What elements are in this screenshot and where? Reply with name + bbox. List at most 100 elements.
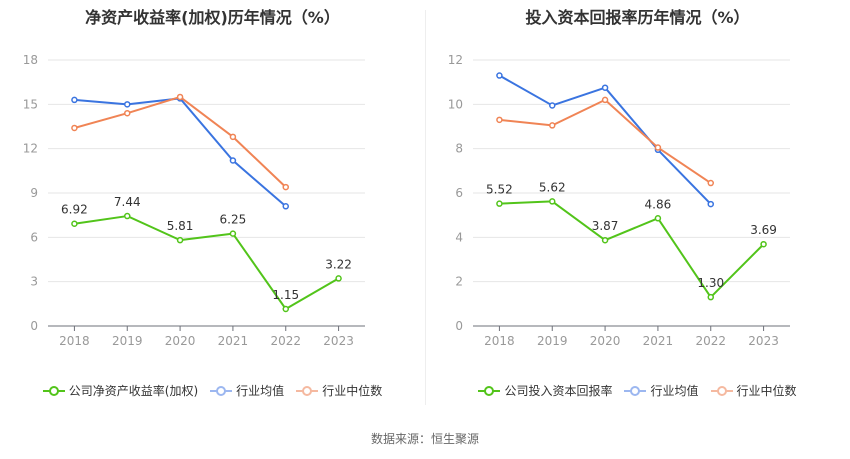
chart-title: 净资产收益率(加权)历年情况（%） [85, 8, 340, 27]
x-tick-label: 2019 [112, 334, 143, 348]
data-label: 3.69 [750, 223, 777, 237]
chart-title: 投入资本回报率历年情况（%） [525, 8, 750, 27]
x-tick-label: 2019 [537, 334, 568, 348]
y-tick-label: 12 [448, 53, 463, 67]
y-tick-label: 15 [23, 97, 38, 111]
data-point [654, 144, 662, 151]
data-point [229, 157, 237, 164]
x-tick-label: 2022 [695, 334, 726, 348]
y-tick-label: 2 [455, 275, 463, 289]
y-tick-label: 18 [23, 53, 38, 67]
legend-item-company[interactable]: 公司净资产收益率(加权) [42, 382, 199, 399]
data-point [176, 236, 184, 244]
data-label: 6.25 [220, 213, 247, 227]
data-label: 5.81 [167, 219, 194, 233]
legend-item-industry-avg[interactable]: 行业均值 [624, 382, 699, 399]
x-tick-label: 2020 [590, 334, 621, 348]
data-point [496, 116, 503, 124]
data-point [707, 179, 714, 187]
y-tick-label: 6 [455, 186, 463, 200]
data-point [601, 96, 609, 104]
data-point [229, 230, 237, 237]
series-line [499, 200, 765, 299]
y-tick-label: 10 [448, 97, 463, 111]
y-tick-label: 0 [455, 319, 463, 333]
data-label: 7.44 [114, 195, 141, 209]
x-tick-label: 2021 [218, 334, 249, 348]
roe-chart-panel: 净资产收益率(加权)历年情况（%） 0 3 6 9 12 15 18 2018 2019 2020… [0, 0, 425, 410]
data-point [601, 236, 609, 244]
series-line [74, 95, 287, 188]
data-label: 3.22 [325, 257, 352, 271]
x-tick-label: 2022 [270, 334, 301, 348]
data-point [496, 72, 503, 79]
roic-chart-panel: 投入资本回报率历年情况（%） 0 2 4 6 8 10 12 2018 2019 2020 2021… [425, 0, 850, 410]
legend-label: 公司净资产收益率(加权) [68, 384, 199, 398]
data-point [229, 133, 237, 141]
x-tick-label: 2023 [323, 334, 354, 348]
roe-line-chart: 0 3 6 9 12 15 18 2018 2019 2020 2021 2022 2023 6.92 7.… [23, 53, 365, 348]
y-tick-label: 8 [455, 142, 463, 156]
x-tick-label: 2018 [59, 334, 90, 348]
y-tick-label: 3 [30, 275, 38, 289]
data-point [549, 122, 556, 129]
x-tick-label: 2023 [748, 334, 779, 348]
data-point [654, 215, 662, 222]
legend-line-icon [296, 385, 319, 397]
legend-item-industry-median[interactable]: 行业中位数 [296, 382, 382, 399]
legend-line-icon [710, 385, 733, 397]
data-point [707, 200, 714, 208]
data-point [176, 93, 184, 101]
data-label: 3.87 [592, 219, 619, 233]
data-point [549, 102, 556, 109]
data-point [549, 198, 556, 205]
x-tick-label: 2020 [165, 334, 196, 348]
x-tick-label: 2018 [484, 334, 515, 348]
data-point [71, 124, 78, 132]
legend: 公司净资产收益率(加权) 行业均值 行业中位数 [0, 382, 425, 399]
data-point [124, 101, 131, 108]
data-point [282, 305, 289, 313]
legend-label: 行业均值 [650, 384, 699, 398]
data-label: 1.15 [272, 288, 299, 302]
data-point [71, 96, 78, 104]
legend-item-industry-median[interactable]: 行业中位数 [710, 382, 797, 399]
data-point [124, 212, 131, 220]
data-label: 5.52 [486, 183, 513, 197]
data-point [601, 84, 609, 91]
legend-item-industry-avg[interactable]: 行业均值 [210, 382, 284, 399]
y-tick-label: 0 [30, 319, 38, 333]
data-label: 1.30 [697, 276, 724, 290]
legend: 公司投入资本回报率 行业均值 行业中位数 [425, 382, 850, 399]
y-tick-label: 4 [455, 230, 463, 244]
x-tick-label: 2021 [643, 334, 674, 348]
roic-line-chart: 0 2 4 6 8 10 12 2018 2019 2020 2021 2022 2023 5.52 5.6… [448, 53, 790, 348]
legend-line-icon [42, 385, 65, 397]
data-label: 4.86 [645, 197, 672, 211]
y-tick-label: 9 [30, 186, 38, 200]
series-line [74, 97, 287, 208]
legend-label: 行业中位数 [322, 384, 383, 398]
legend-label: 行业均值 [236, 384, 285, 398]
data-point [496, 200, 503, 207]
data-label: 6.92 [61, 203, 88, 217]
data-source-note: 数据来源：恒生聚源 [370, 432, 479, 446]
legend-line-icon [624, 385, 647, 397]
data-point [335, 275, 342, 282]
legend-item-company[interactable]: 公司投入资本回报率 [478, 382, 612, 399]
y-tick-label: 12 [23, 142, 38, 156]
panel-divider [425, 10, 426, 405]
series-line [498, 74, 712, 205]
data-point [71, 220, 78, 227]
legend-line-icon [210, 385, 233, 397]
data-point [282, 183, 289, 191]
legend-label: 行业中位数 [736, 384, 797, 398]
data-point [760, 240, 767, 248]
data-label: 5.62 [539, 180, 566, 194]
series-line [74, 215, 340, 311]
data-point [707, 293, 714, 301]
data-point [282, 203, 289, 210]
legend-line-icon [478, 385, 501, 397]
y-tick-label: 6 [30, 230, 38, 244]
data-point [124, 109, 131, 117]
